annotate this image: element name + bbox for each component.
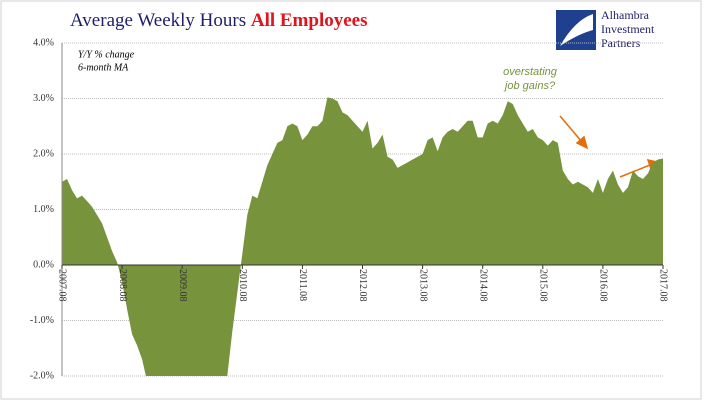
x-tick-label: 2007.08: [57, 269, 68, 302]
x-tick-label: 2015.08: [538, 269, 549, 302]
logo-text: Investment: [601, 22, 655, 36]
subtitle: 6-month MA: [78, 62, 129, 73]
logo-text: Alhambra: [601, 8, 650, 22]
x-tick-label: 2009.08: [177, 269, 188, 302]
x-tick-label: 2014.08: [477, 269, 488, 302]
y-tick-label: 1.0%: [33, 204, 54, 215]
y-tick-label: 0.0%: [33, 259, 54, 270]
annotation: overstating: [503, 66, 558, 78]
frame: [0, 0, 702, 400]
x-tick-label: 2013.08: [417, 269, 428, 302]
x-tick-label: 2010.08: [237, 269, 248, 302]
title-part: Average Weekly Hours: [70, 10, 246, 31]
x-tick-label: 2011.08: [297, 269, 308, 301]
arrows: [559, 115, 659, 178]
x-tick-label: 2016.08: [598, 269, 609, 302]
title-part: All Employees: [251, 10, 368, 31]
x-tick-label: 2012.08: [357, 269, 368, 302]
x-tick-label: 2008.08: [117, 269, 128, 302]
y-tick-label: -2.0%: [30, 370, 54, 381]
area: [62, 97, 663, 376]
x-tick-label: 2017.08: [658, 269, 669, 302]
y-tick-label: 3.0%: [33, 93, 54, 104]
y-tick-label: 4.0%: [33, 37, 54, 48]
y-tick-label: -1.0%: [30, 315, 54, 326]
subtitle: Y/Y % change: [78, 49, 135, 60]
chart-title: Average Weekly Hours All Employees: [70, 10, 367, 31]
y-tick-label: 2.0%: [33, 148, 54, 159]
annotation: job gains?: [503, 80, 556, 92]
logo: Alhambra Investment Partners: [556, 8, 655, 50]
